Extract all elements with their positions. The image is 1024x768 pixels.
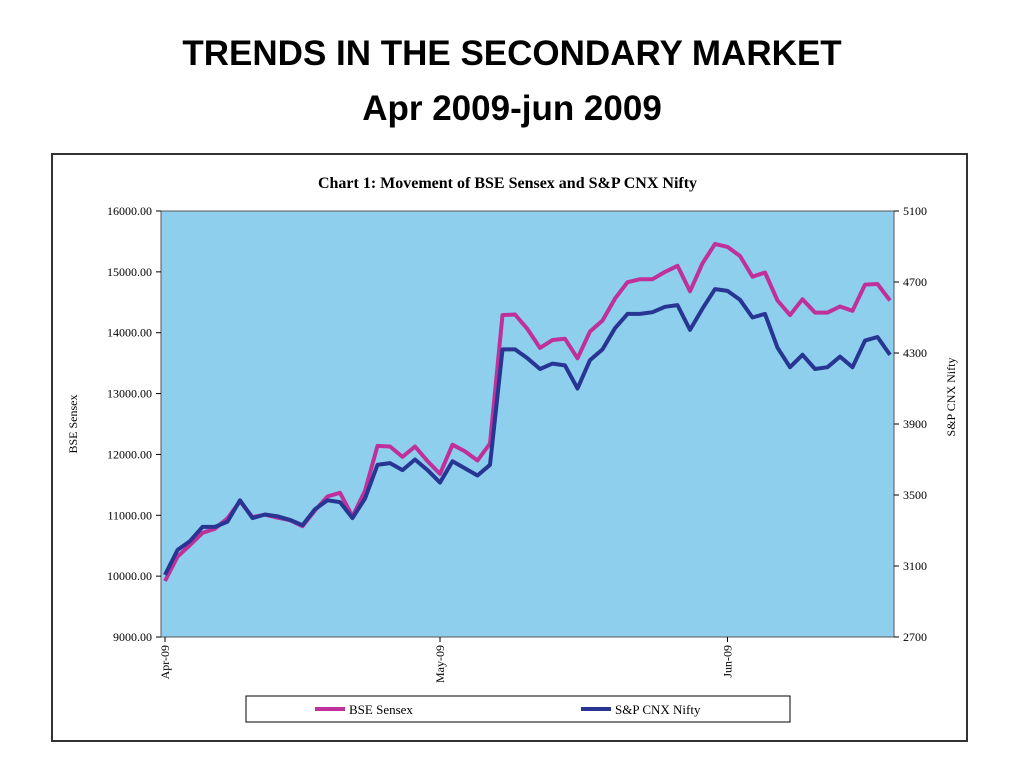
y2-tick-label: 4700 (903, 275, 927, 289)
y-tick-label: 12000.00 (107, 447, 152, 461)
y2-tick-label: 5100 (903, 204, 927, 218)
slide-title: TRENDS IN THE SECONDARY MARKET (182, 34, 842, 73)
y2-tick-label: 4300 (903, 346, 927, 360)
y-tick-label: 14000.00 (107, 326, 152, 340)
chart-frame: Chart 1: Movement of BSE Sensex and S&P … (51, 153, 968, 742)
slide-subtitle: Apr 2009-jun 2009 (362, 89, 662, 128)
series-line-nifty (163, 287, 892, 576)
x-tick-label: May-09 (433, 645, 447, 683)
line-chart: Chart 1: Movement of BSE Sensex and S&P … (66, 175, 958, 723)
y2-tick-label: 2700 (903, 630, 927, 644)
y2-tick-label: 3500 (903, 488, 927, 502)
legend-label: BSE Sensex (349, 702, 413, 717)
y-tick-label: 15000.00 (107, 265, 152, 279)
plot-area (160, 210, 895, 638)
chart-title: Chart 1: Movement of BSE Sensex and S&P … (318, 175, 697, 192)
y-tick-label: 13000.00 (107, 387, 152, 401)
y-tick-label: 10000.00 (107, 569, 152, 583)
y-tick-label: 11000.00 (107, 508, 152, 522)
y-tick-label: 9000.00 (113, 630, 152, 644)
x-tick-label: Apr-09 (158, 645, 172, 679)
x-tick-label: Jun-09 (721, 645, 735, 678)
y2-axis-label: S&P CNX Nifty (944, 358, 958, 437)
legend-label: S&P CNX Nifty (615, 702, 701, 717)
y-axis-label: BSE Sensex (66, 394, 80, 453)
y2-tick-label: 3100 (903, 559, 927, 573)
y-tick-label: 16000.00 (107, 204, 152, 218)
y2-tick-label: 3900 (903, 417, 927, 431)
